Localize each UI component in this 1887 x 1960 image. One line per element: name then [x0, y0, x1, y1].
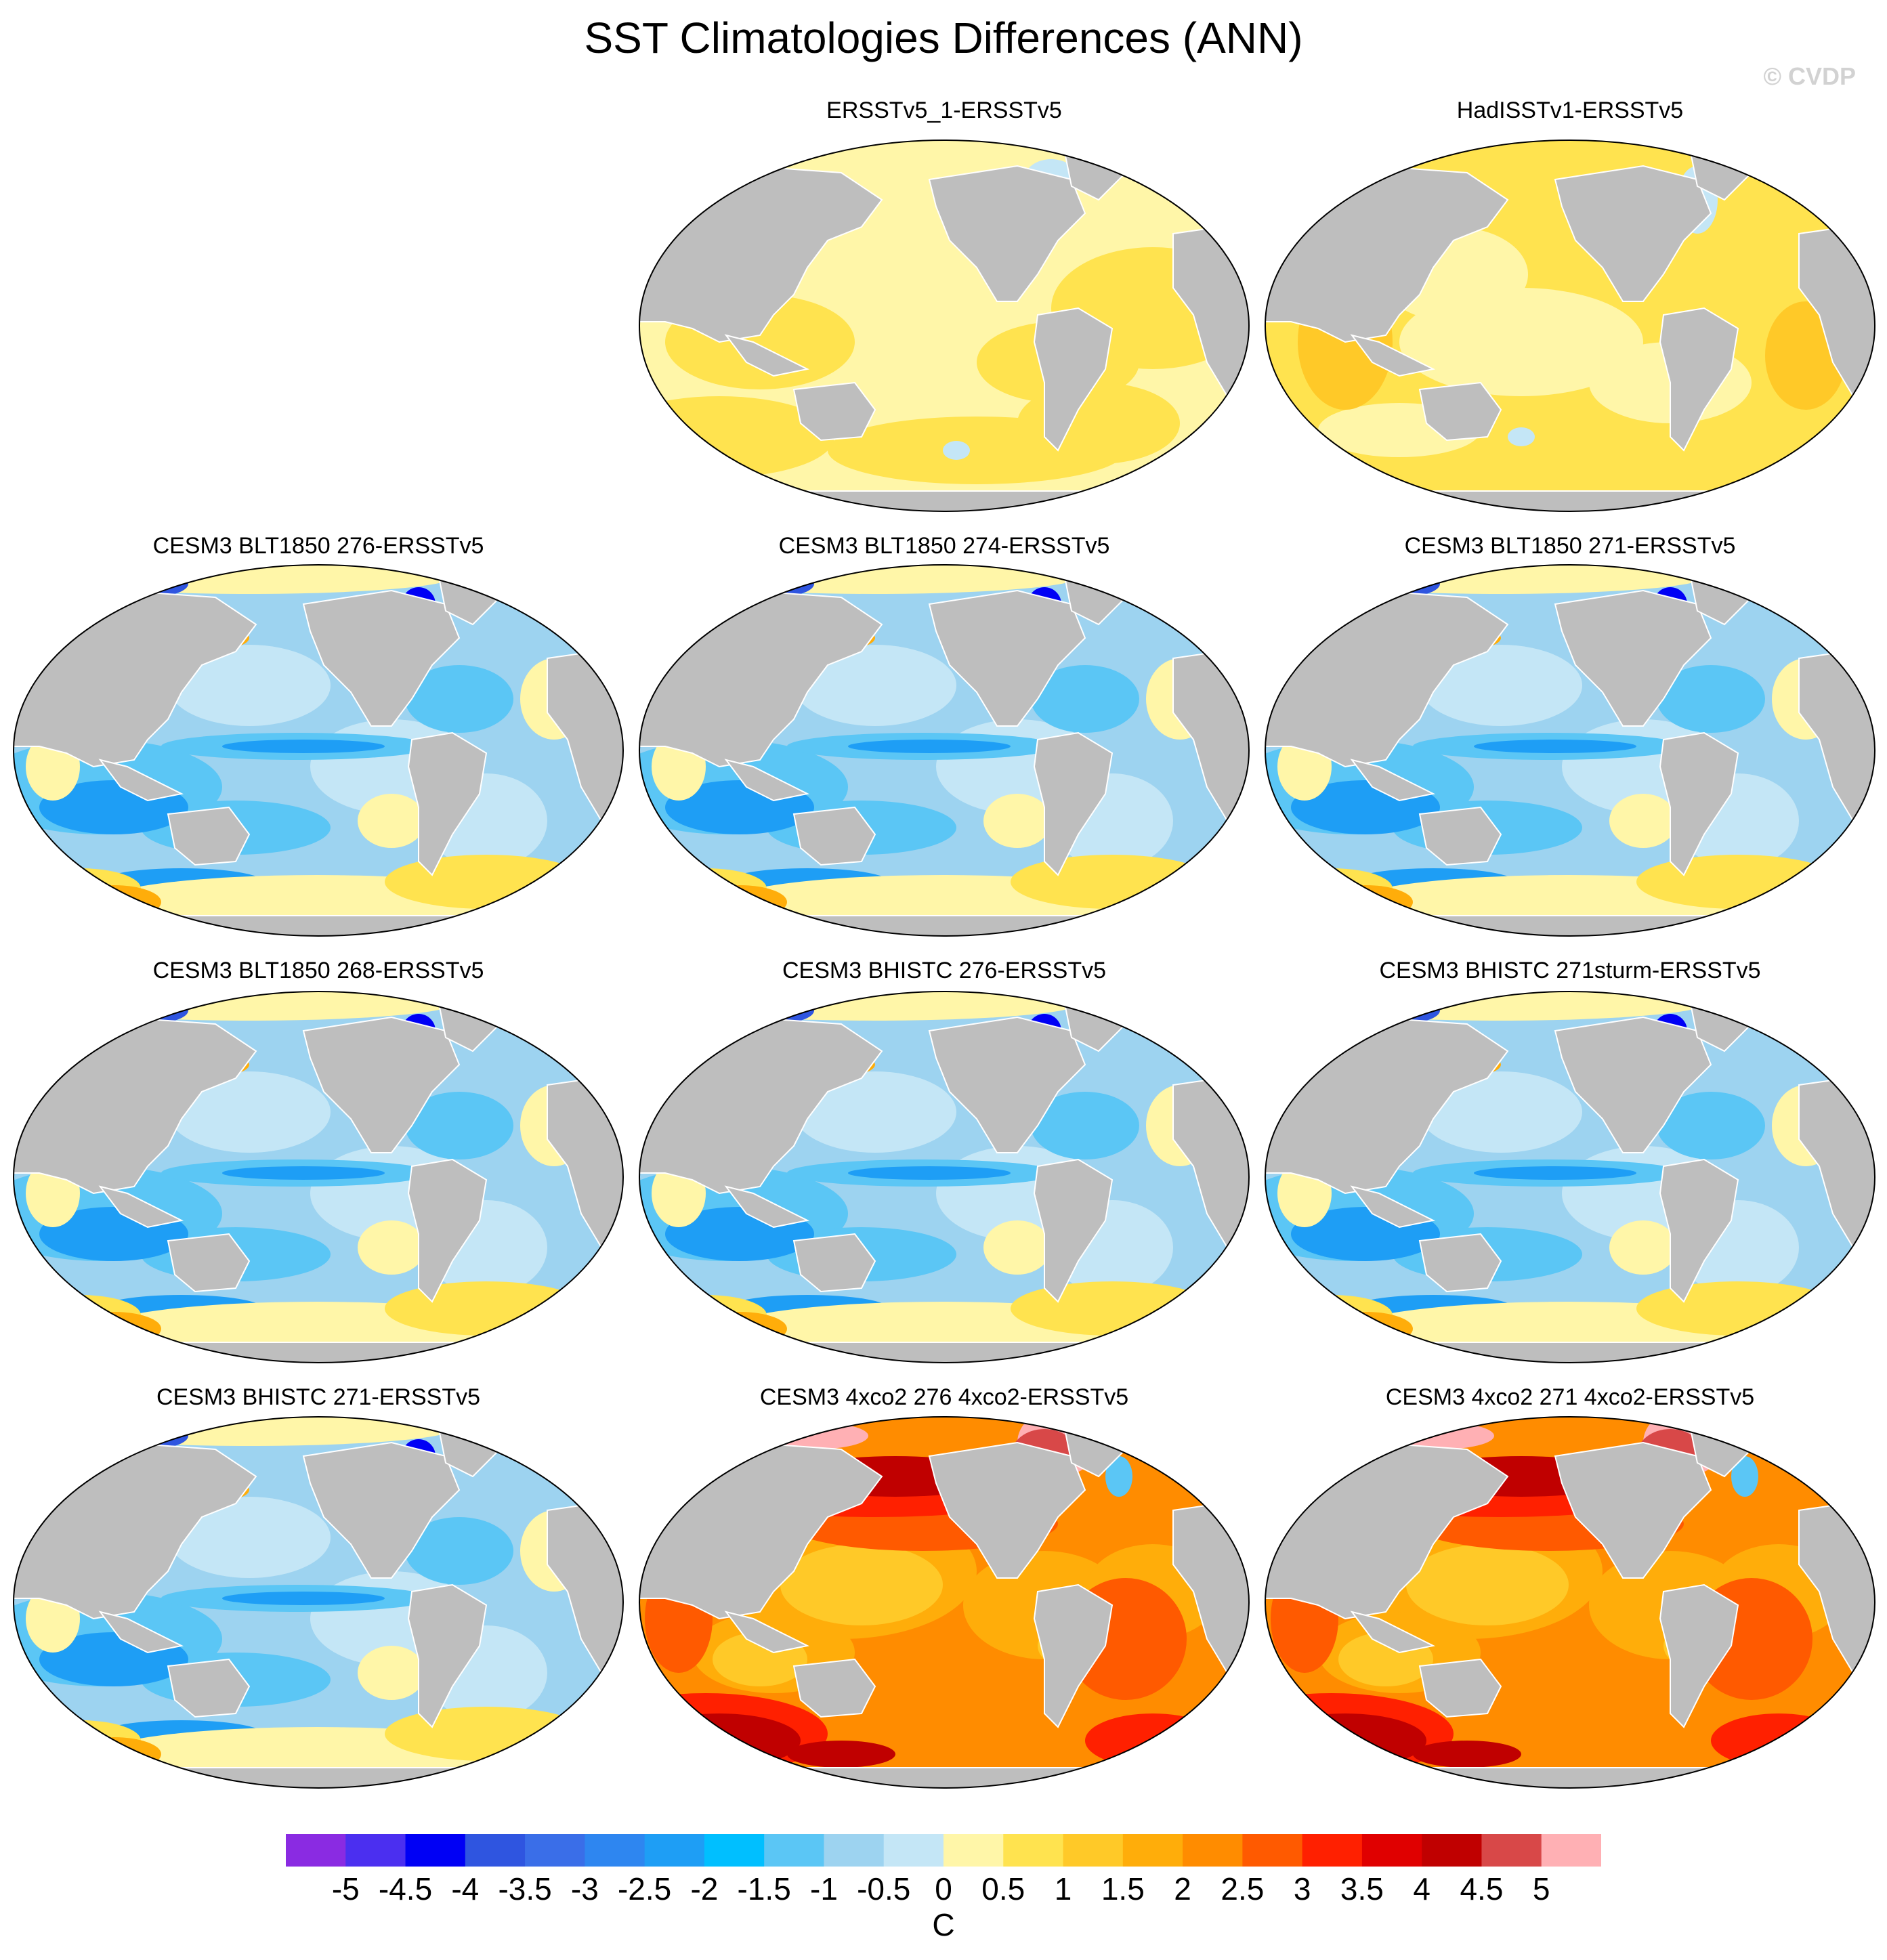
colorbar-swatch [1183, 1834, 1243, 1867]
colorbar-tick-label: -3 [570, 1871, 599, 1906]
sst-difference-map [639, 140, 1250, 512]
sst-difference-map [1265, 991, 1875, 1363]
colorbar-swatch [1302, 1834, 1363, 1867]
colorbar-tick-label: -1.5 [737, 1871, 791, 1906]
colorbar-units-label: C [932, 1907, 955, 1942]
colorbar-tick-label: 3 [1293, 1871, 1311, 1906]
colorbar-swatch [1361, 1834, 1422, 1867]
panel-title: HadISSTv1-ERSSTv5 [1456, 98, 1684, 123]
sst-difference-map [639, 564, 1250, 937]
colorbar-swatch [944, 1834, 1004, 1867]
sst-difference-map [639, 991, 1250, 1363]
sst-difference-map [639, 1416, 1250, 1789]
sst-difference-map [1265, 564, 1875, 937]
colorbar-swatch [1541, 1834, 1601, 1867]
colorbar-swatch [704, 1834, 765, 1867]
colorbar-tick-label: -2 [690, 1871, 719, 1906]
colorbar-swatch [585, 1834, 645, 1867]
colorbar-swatch [1481, 1834, 1542, 1867]
colorbar-tick-label: -5 [331, 1871, 360, 1906]
colorbar-tick-label: -2.5 [617, 1871, 672, 1906]
panel-title: CESM3 BLT1850 268-ERSSTv5 [152, 958, 484, 983]
colorbar-swatch [644, 1834, 705, 1867]
colorbar-swatch [883, 1834, 944, 1867]
colorbar-tick-label: -4.5 [378, 1871, 433, 1906]
panel-title: CESM3 4xco2 271 4xco2-ERSSTv5 [1385, 1384, 1755, 1410]
colorbar-swatch [1063, 1834, 1124, 1867]
panel-title: CESM3 BLT1850 271-ERSSTv5 [1404, 533, 1736, 559]
panel-title: CESM3 4xco2 276 4xco2-ERSSTv5 [759, 1384, 1129, 1410]
colorbar-tick-label: 2.5 [1221, 1871, 1265, 1906]
panel-title: CESM3 BHISTC 276-ERSSTv5 [782, 958, 1107, 983]
colorbar-tick-label: -4 [451, 1871, 480, 1906]
sst-difference-map [13, 564, 624, 937]
colorbar-swatch [345, 1834, 406, 1867]
panel-title: CESM3 BLT1850 274-ERSSTv5 [778, 533, 1110, 559]
colorbar-swatch [1242, 1834, 1303, 1867]
panel-title: CESM3 BHISTC 271sturm-ERSSTv5 [1379, 958, 1761, 983]
colorbar [286, 1834, 1601, 1867]
panel-title: CESM3 BLT1850 276-ERSSTv5 [152, 533, 484, 559]
colorbar-swatch [1003, 1834, 1064, 1867]
colorbar-swatch [525, 1834, 585, 1867]
sst-difference-map [13, 1416, 624, 1789]
cvdp-watermark: © CVDP [1763, 62, 1856, 90]
sst-difference-map [1265, 140, 1875, 512]
colorbar-swatch [405, 1834, 466, 1867]
colorbar-swatch [1422, 1834, 1482, 1867]
colorbar-tick-label: 4.5 [1460, 1871, 1504, 1906]
colorbar-tick-label: 0 [935, 1871, 952, 1906]
colorbar-tick-label: 0.5 [981, 1871, 1025, 1906]
panel-title: CESM3 BHISTC 271-ERSSTv5 [156, 1384, 481, 1410]
colorbar-tick-label: 1 [1054, 1871, 1072, 1906]
sst-difference-map [13, 991, 624, 1363]
colorbar-tick-label: -0.5 [857, 1871, 911, 1906]
colorbar-tick-label: 4 [1413, 1871, 1430, 1906]
colorbar-tick-label: 2 [1174, 1871, 1191, 1906]
panel-title: ERSSTv5_1-ERSSTv5 [826, 98, 1062, 123]
colorbar-swatch [1122, 1834, 1183, 1867]
colorbar-tick-label: -3.5 [498, 1871, 552, 1906]
colorbar-swatch [764, 1834, 824, 1867]
colorbar-swatch [286, 1834, 346, 1867]
colorbar-tick-label: 3.5 [1340, 1871, 1384, 1906]
figure-title: SST Climatologies Differences (ANN) [584, 14, 1303, 62]
colorbar-swatch [465, 1834, 526, 1867]
sst-difference-map [1265, 1416, 1875, 1789]
colorbar-swatch [824, 1834, 885, 1867]
colorbar-tick-label: 5 [1532, 1871, 1550, 1906]
colorbar-tick-label: 1.5 [1101, 1871, 1145, 1906]
colorbar-tick-label: -1 [810, 1871, 838, 1906]
